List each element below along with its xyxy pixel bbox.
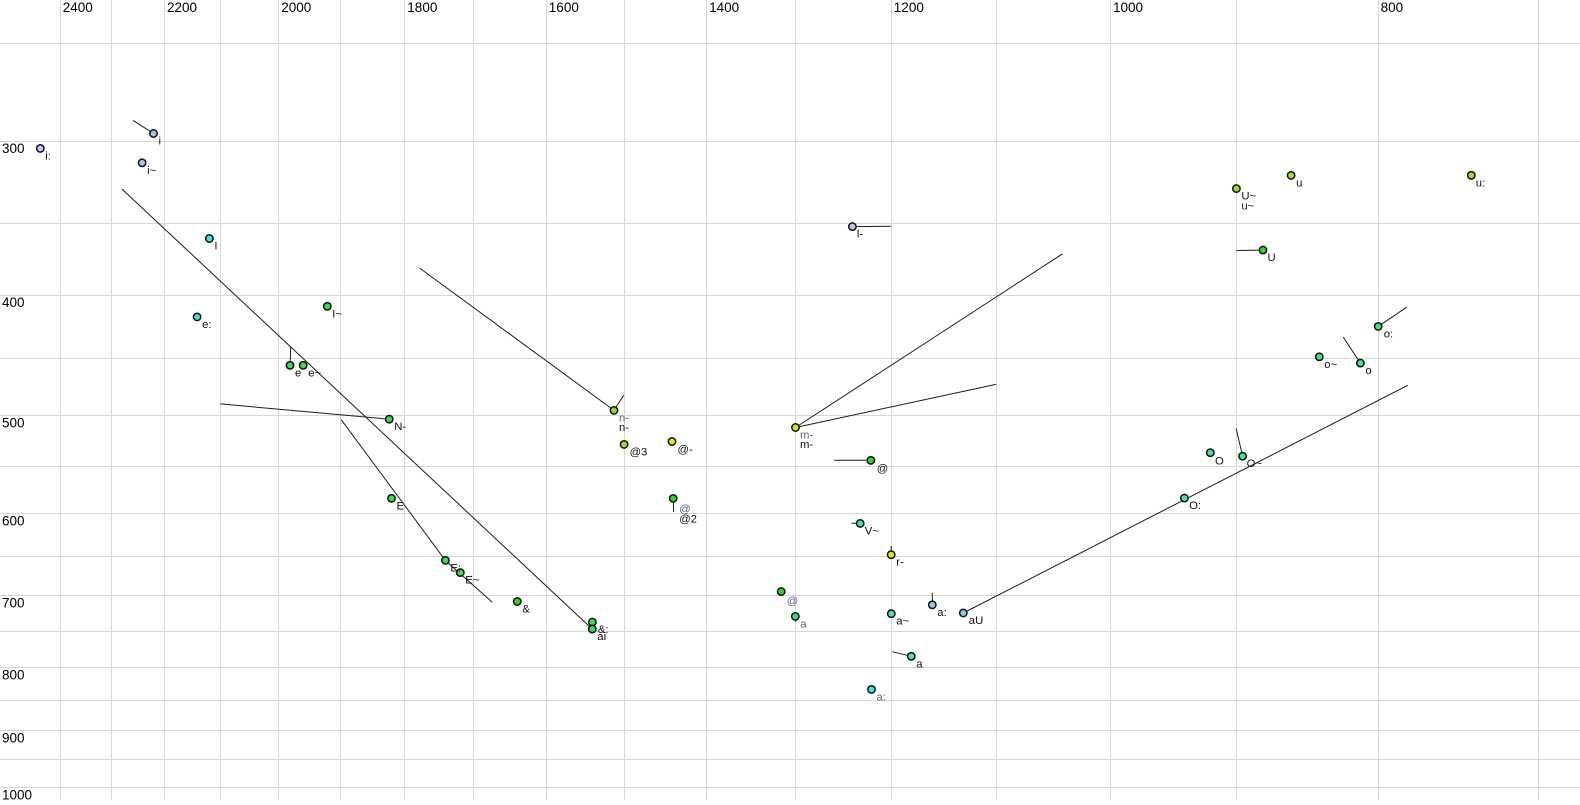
- svg-text:2400: 2400: [63, 0, 93, 15]
- svg-text:o:: o:: [1384, 328, 1393, 340]
- svg-text:N-: N-: [394, 421, 406, 433]
- svg-text:E:: E:: [450, 562, 461, 574]
- svg-text:800: 800: [1381, 0, 1404, 15]
- svg-text:U: U: [1268, 252, 1276, 264]
- svg-text:300: 300: [2, 141, 25, 156]
- svg-text:a:: a:: [937, 607, 946, 619]
- svg-text:@: @: [787, 596, 798, 608]
- svg-text:O~: O~: [1247, 458, 1263, 470]
- svg-text:E: E: [397, 500, 405, 512]
- svg-text:400: 400: [2, 295, 25, 310]
- svg-text:u~: u~: [1241, 200, 1254, 212]
- svg-text:i:: i:: [45, 150, 51, 162]
- svg-text:r-: r-: [896, 557, 904, 569]
- svg-text:a~: a~: [896, 616, 909, 628]
- svg-text:e:: e:: [202, 319, 211, 331]
- svg-text:700: 700: [2, 596, 25, 611]
- svg-text:V~: V~: [865, 525, 880, 537]
- svg-text:u: u: [1296, 177, 1302, 189]
- svg-text:600: 600: [2, 513, 25, 528]
- svg-text:e: e: [295, 367, 301, 379]
- svg-text:@: @: [877, 463, 888, 475]
- svg-text:ai: ai: [597, 631, 606, 643]
- svg-text:i~: i~: [147, 165, 157, 177]
- svg-text:e~: e~: [308, 367, 321, 379]
- svg-text:900: 900: [2, 731, 25, 746]
- svg-text:I: I: [214, 241, 217, 253]
- svg-text:1400: 1400: [709, 0, 739, 15]
- svg-text:2000: 2000: [281, 0, 311, 15]
- svg-text:800: 800: [2, 668, 25, 683]
- svg-text:2200: 2200: [167, 0, 197, 15]
- svg-text:1600: 1600: [549, 0, 579, 15]
- svg-text:I~: I~: [332, 308, 342, 320]
- svg-text:o~: o~: [1324, 359, 1337, 371]
- svg-text:500: 500: [2, 415, 25, 430]
- svg-text:O:: O:: [1189, 500, 1201, 512]
- svg-text:a: a: [916, 658, 923, 670]
- svg-text:aU: aU: [969, 615, 983, 627]
- svg-text:@3: @3: [630, 446, 648, 458]
- svg-text:E~: E~: [465, 575, 480, 587]
- svg-text:1000: 1000: [2, 787, 32, 800]
- svg-text:&: &: [522, 604, 530, 616]
- svg-text:u:: u:: [1476, 177, 1485, 189]
- svg-text:n-: n-: [619, 422, 629, 434]
- svg-text:l-: l-: [857, 229, 864, 241]
- svg-text:1800: 1800: [407, 0, 437, 15]
- svg-text:i: i: [159, 136, 162, 148]
- svg-text:@2: @2: [679, 513, 697, 525]
- svg-text:O: O: [1215, 456, 1224, 468]
- svg-text:1000: 1000: [1113, 0, 1143, 15]
- svg-text:a: a: [800, 618, 807, 630]
- svg-text:o: o: [1365, 365, 1371, 377]
- svg-text:m-: m-: [800, 439, 813, 451]
- svg-text:a:: a:: [877, 691, 886, 703]
- svg-text:@-: @-: [678, 444, 693, 456]
- svg-text:1200: 1200: [894, 0, 924, 15]
